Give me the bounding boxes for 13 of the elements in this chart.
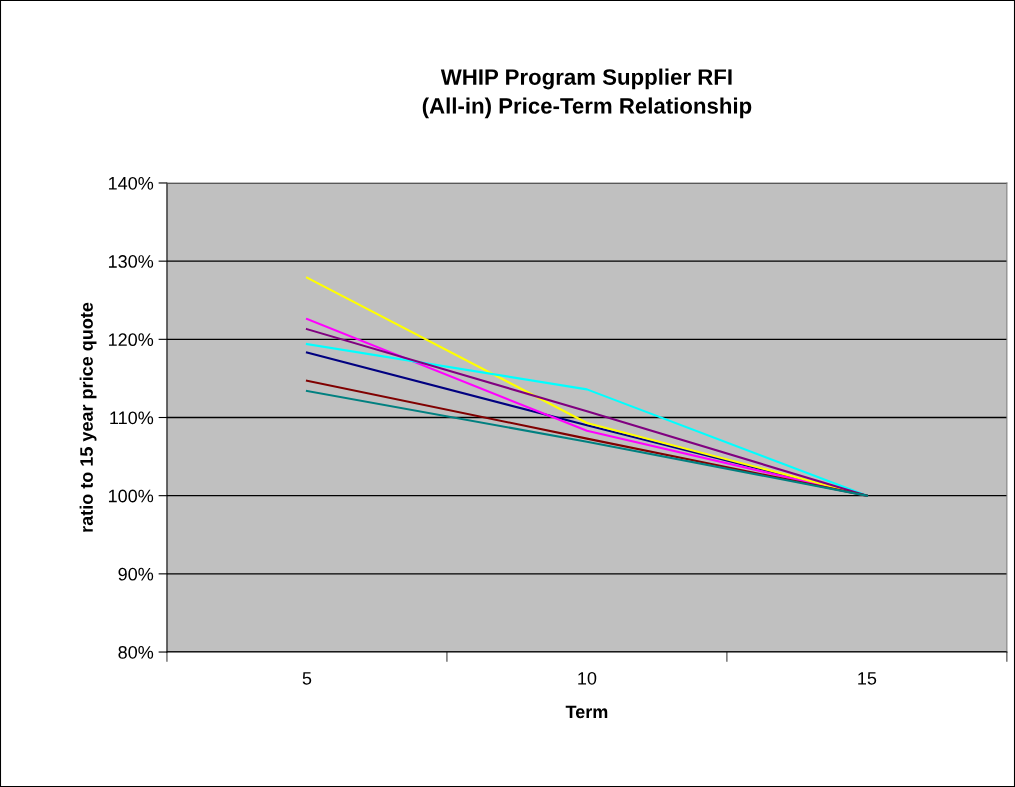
- x-axis-title: Term: [565, 705, 608, 719]
- x-tick-label: 15: [858, 672, 877, 685]
- y-tick-label: 110%: [110, 411, 154, 425]
- chart-title: WHIP Program Supplier RFI (All-in) Price-Term Relationship: [422, 68, 752, 119]
- x-tick-label: 10: [578, 671, 597, 685]
- y-tick-label: 130%: [108, 255, 154, 268]
- y-tick-label: 100%: [108, 489, 154, 503]
- x-tick-label: 5: [302, 672, 312, 685]
- y-tick-label: 90%: [118, 567, 154, 581]
- y-tick-label: 140%: [108, 176, 154, 190]
- y-tick-label: 120%: [108, 333, 154, 347]
- y-axis-title: ratio to 15 year price quote: [79, 302, 97, 532]
- y-tick-label: 80%: [118, 645, 154, 659]
